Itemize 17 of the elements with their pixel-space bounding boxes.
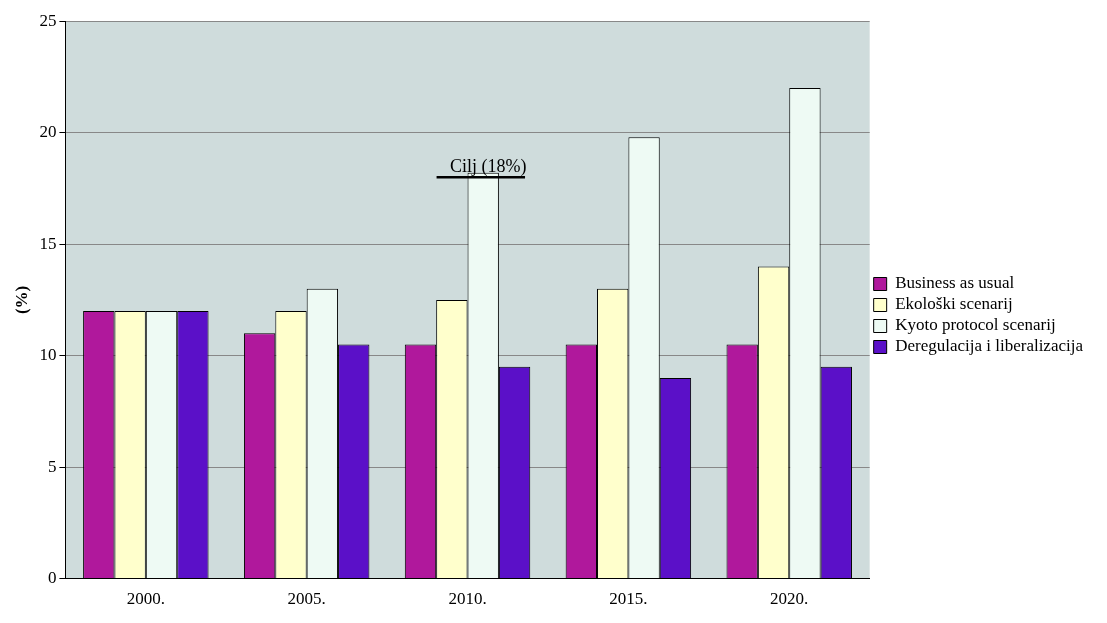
legend-label: Kyoto protocol scenarij xyxy=(895,315,1056,335)
legend-label: Deregulacija i liberalizacija xyxy=(895,336,1084,356)
y-tick-label: 20 xyxy=(39,122,57,142)
y-tick-label: 0 xyxy=(47,568,57,588)
y-tick-label: 15 xyxy=(39,233,57,253)
x-tick-label: 2005. xyxy=(287,589,326,609)
y-tick-label: 25 xyxy=(39,10,57,30)
annotation: Cilj (18%) xyxy=(450,156,527,178)
y-tick-label: 5 xyxy=(47,456,57,476)
y-tick-label: 10 xyxy=(39,345,57,365)
legend-label: Ekološki scenarij xyxy=(895,294,1013,314)
y-axis-title: (%) xyxy=(11,285,31,315)
legend-label: Business as usual xyxy=(895,273,1015,293)
x-tick-label: 2010. xyxy=(448,589,487,609)
x-tick-label: 2000. xyxy=(126,589,165,609)
x-tick-label: 2015. xyxy=(609,589,648,609)
x-tick-label: 2020. xyxy=(770,589,809,609)
